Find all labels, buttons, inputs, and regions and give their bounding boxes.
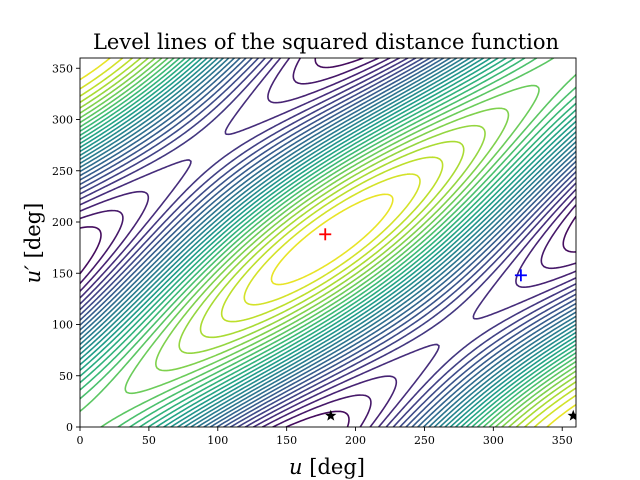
contour-level-4 [80,58,576,427]
contour-level-9 [80,58,576,427]
contour-level-21 [80,58,576,427]
x-tick-label: 50 [142,434,156,447]
y-tick-label: 200 [52,216,73,229]
red-plus-marker [319,228,332,241]
contour-level-13 [80,58,576,427]
contour-level-8 [80,58,576,427]
contour-level-16 [80,58,576,427]
y-axis-variable: u′ [21,265,45,284]
x-tick-label: 150 [276,434,297,447]
black-star-1-marker [325,409,337,421]
contour-level-7 [80,58,576,427]
contour-level-29 [80,58,576,427]
plot-markers [319,228,576,421]
contour-level-18 [80,58,576,427]
contour-level-27 [80,58,576,427]
y-tick-label: 50 [59,370,73,383]
contour-level-26 [80,58,576,427]
x-axis-variable: u [289,455,303,479]
y-axis-unit: [deg] [21,203,45,259]
x-axis-label: u [deg] [289,455,365,479]
contour-level-1 [80,58,576,427]
blue-plus-marker [514,269,527,282]
contour-level-15 [80,58,576,427]
contour-level-22 [80,58,576,427]
y-tick-label: 350 [52,62,73,75]
x-tick-label: 0 [77,434,84,447]
contour-level-5 [80,58,576,427]
y-tick-label: 300 [52,114,73,127]
y-tick-label: 0 [66,421,73,434]
y-axis-label: u′ [deg] [21,203,45,284]
contour-level-2 [80,58,576,427]
y-tick-label: 100 [52,319,73,332]
contour-level-24 [80,58,576,427]
x-tick-label: 300 [483,434,504,447]
contour-lines [80,58,576,427]
x-axis-unit: [deg] [309,455,365,479]
y-tick-label: 250 [52,165,73,178]
x-tick-label: 250 [414,434,435,447]
black-star-2-marker [567,409,576,421]
x-tick-label: 200 [345,434,366,447]
contour-level-10 [80,58,576,427]
plot-frame [79,57,577,428]
contour-level-30 [80,58,576,427]
contour-level-19 [80,58,576,427]
chart-title: Level lines of the squared distance func… [93,30,559,54]
y-axis-ticks: 0 50 100 150 200 250 300 350 [52,62,80,434]
x-tick-label: 100 [207,434,228,447]
y-tick-label: 150 [52,267,73,280]
contour-level-12 [80,58,576,427]
contour-level-25 [80,58,576,427]
x-axis-ticks: 0 50 100 150 200 250 300 350 [77,427,573,447]
contour-level-28 [80,58,576,427]
contour-level-17 [80,58,576,427]
x-tick-label: 350 [552,434,573,447]
contour-level-11 [80,58,576,427]
contour-level-6 [80,58,576,427]
contour-level-14 [80,58,576,427]
contour-level-20 [80,58,576,427]
contour-level-23 [80,58,576,427]
contour-level-3 [80,58,576,427]
